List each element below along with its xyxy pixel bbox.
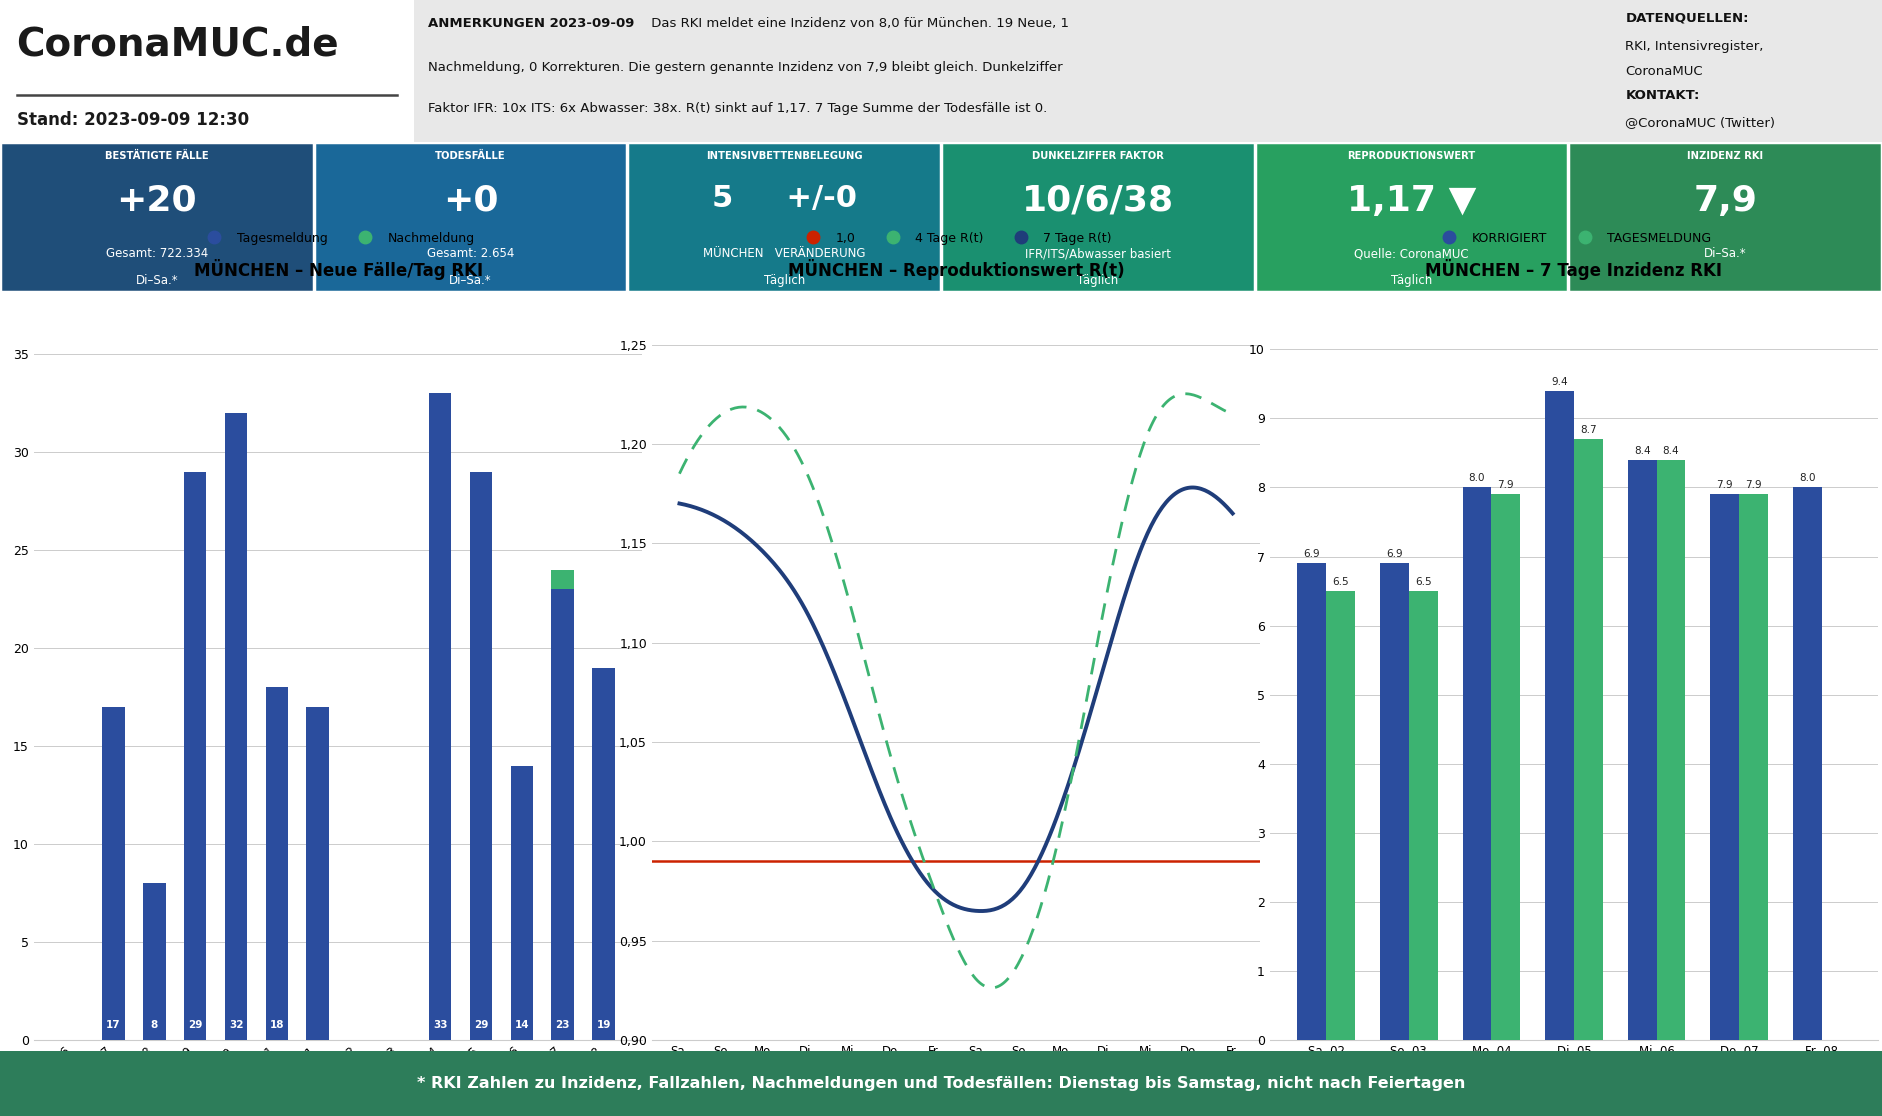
Text: BESTÄTIGTE FÄLLE: BESTÄTIGTE FÄLLE: [105, 151, 209, 161]
Title: MÜNCHEN – Reproduktionswert R(t): MÜNCHEN – Reproduktionswert R(t): [789, 259, 1124, 280]
Text: * RKI Zahlen zu Inzidenz, Fallzahlen, Nachmeldungen und Todesfällen: Dienstag bi: * RKI Zahlen zu Inzidenz, Fallzahlen, Na…: [416, 1076, 1466, 1091]
Bar: [429, 393, 452, 1040]
Text: 32: 32: [230, 1020, 243, 1030]
Text: ANMERKUNGEN 2023-09-09: ANMERKUNGEN 2023-09-09: [429, 17, 634, 30]
Bar: [551, 569, 574, 589]
Text: Di–Sa.*: Di–Sa.*: [450, 275, 491, 287]
Text: 7.9: 7.9: [1498, 480, 1515, 490]
Text: Täglich: Täglich: [1077, 275, 1118, 287]
Bar: [1628, 460, 1656, 1040]
Text: 8.0: 8.0: [1468, 473, 1485, 483]
Bar: [1545, 391, 1573, 1040]
Bar: [510, 766, 533, 1040]
Text: 19: 19: [597, 1020, 610, 1030]
Text: 6.5: 6.5: [1332, 577, 1349, 587]
Text: 10/6/38: 10/6/38: [1022, 184, 1174, 218]
Text: 5     +/-0: 5 +/-0: [711, 184, 856, 213]
Text: INTENSIVBETTENBELEGUNG: INTENSIVBETTENBELEGUNG: [706, 151, 862, 161]
Bar: [184, 472, 207, 1040]
Text: 7,9: 7,9: [1694, 184, 1758, 218]
Text: Di–Sa.*: Di–Sa.*: [136, 275, 179, 287]
Text: 1,17 ▼: 1,17 ▼: [1348, 184, 1475, 218]
Text: +0: +0: [442, 184, 499, 218]
Text: 8.0: 8.0: [1799, 473, 1816, 483]
Text: 8.4: 8.4: [1634, 445, 1651, 455]
Text: 6.9: 6.9: [1304, 549, 1319, 559]
Text: 7.9: 7.9: [1745, 480, 1762, 490]
Legend: 1,0, 4 Tage R(t), 7 Tage R(t): 1,0, 4 Tage R(t), 7 Tage R(t): [796, 227, 1116, 250]
Text: Täglich: Täglich: [764, 275, 805, 287]
Text: Quelle: CoronaMUC: Quelle: CoronaMUC: [1355, 248, 1468, 260]
Text: Gesamt: 722.334: Gesamt: 722.334: [105, 248, 207, 260]
Bar: [551, 589, 574, 1040]
Text: KONTAKT:: KONTAKT:: [1626, 89, 1699, 103]
Bar: [1410, 591, 1438, 1040]
Title: MÜNCHEN – Neue Fälle/Tag RKI: MÜNCHEN – Neue Fälle/Tag RKI: [194, 259, 482, 280]
Text: CoronaMUC: CoronaMUC: [1626, 65, 1703, 78]
Text: Di–Sa.*: Di–Sa.*: [1703, 248, 1746, 260]
Text: DATENQUELLEN:: DATENQUELLEN:: [1626, 11, 1748, 25]
Bar: [470, 472, 493, 1040]
Text: 29: 29: [474, 1020, 487, 1030]
Text: 33: 33: [433, 1020, 448, 1030]
Text: INZIDENZ RKI: INZIDENZ RKI: [1686, 151, 1763, 161]
Bar: [1380, 564, 1410, 1040]
Bar: [143, 883, 166, 1040]
Text: 8.7: 8.7: [1581, 425, 1596, 435]
Text: Täglich: Täglich: [1391, 275, 1432, 287]
Legend: Tagesmeldung, Nachmeldung: Tagesmeldung, Nachmeldung: [198, 227, 480, 250]
Bar: [1327, 591, 1355, 1040]
Text: 8.4: 8.4: [1662, 445, 1679, 455]
Text: DUNKELZIFFER FAKTOR: DUNKELZIFFER FAKTOR: [1031, 151, 1163, 161]
Bar: [1794, 488, 1822, 1040]
Bar: [307, 706, 329, 1040]
Text: TODESFÄLLE: TODESFÄLLE: [435, 151, 506, 161]
Bar: [1711, 494, 1739, 1040]
Text: 8: 8: [151, 1020, 158, 1030]
Bar: [1491, 494, 1521, 1040]
Text: REPRODUKTIONSWERT: REPRODUKTIONSWERT: [1348, 151, 1475, 161]
Text: 9.4: 9.4: [1551, 376, 1568, 386]
Text: RKI, Intensivregister,: RKI, Intensivregister,: [1626, 40, 1763, 52]
Text: Das RKI meldet eine Inzidenz von 8,0 für München. 19 Neue, 1: Das RKI meldet eine Inzidenz von 8,0 für…: [647, 17, 1069, 30]
Bar: [1297, 564, 1327, 1040]
Text: 7.9: 7.9: [1716, 480, 1733, 490]
Text: Gesamt: 2.654: Gesamt: 2.654: [427, 248, 514, 260]
Legend: KORRIGIERT, TAGESMELDUNG: KORRIGIERT, TAGESMELDUNG: [1432, 227, 1716, 250]
Bar: [1656, 460, 1686, 1040]
Text: 6.9: 6.9: [1385, 549, 1402, 559]
Bar: [1739, 494, 1767, 1040]
Text: @CoronaMUC (Twitter): @CoronaMUC (Twitter): [1626, 116, 1775, 129]
Bar: [265, 687, 288, 1040]
Text: Stand: 2023-09-09 12:30: Stand: 2023-09-09 12:30: [17, 110, 248, 128]
Text: 17: 17: [105, 1020, 120, 1030]
Text: 29: 29: [188, 1020, 203, 1030]
Bar: [102, 706, 124, 1040]
Text: IFR/ITS/Abwasser basiert: IFR/ITS/Abwasser basiert: [1026, 248, 1171, 260]
Text: 14: 14: [514, 1020, 529, 1030]
Text: MÜNCHEN   VERÄNDERUNG: MÜNCHEN VERÄNDERUNG: [702, 248, 866, 260]
Text: Faktor IFR: 10x ITS: 6x Abwasser: 38x. R(t) sinkt auf 1,17. 7 Tage Summe der Tod: Faktor IFR: 10x ITS: 6x Abwasser: 38x. R…: [429, 102, 1048, 115]
Title: MÜNCHEN – 7 Tage Inzidenz RKI: MÜNCHEN – 7 Tage Inzidenz RKI: [1425, 259, 1722, 280]
Text: +20: +20: [117, 184, 198, 218]
Text: Nachmeldung, 0 Korrekturen. Die gestern genannte Inzidenz von 7,9 bleibt gleich.: Nachmeldung, 0 Korrekturen. Die gestern …: [429, 61, 1063, 74]
Text: CoronaMUC.de: CoronaMUC.de: [17, 26, 339, 64]
Text: 23: 23: [555, 1020, 570, 1030]
Text: 6.5: 6.5: [1415, 577, 1432, 587]
Bar: [1573, 439, 1603, 1040]
Bar: [1462, 488, 1491, 1040]
Bar: [593, 667, 615, 1040]
Text: 18: 18: [269, 1020, 284, 1030]
Bar: [224, 413, 247, 1040]
